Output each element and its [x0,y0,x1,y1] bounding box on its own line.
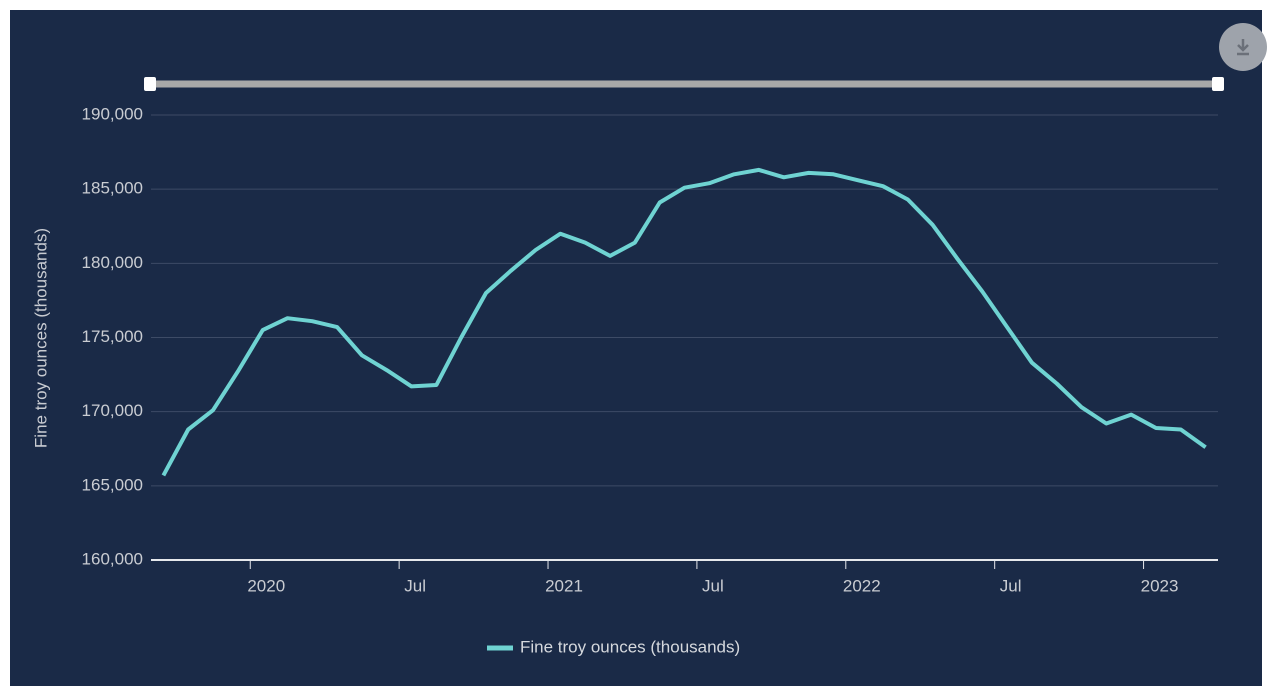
y-tick-label: 165,000 [82,475,143,494]
y-tick-label: 175,000 [82,327,143,346]
y-tick-label: 170,000 [82,401,143,420]
x-tick-label: Jul [702,576,724,595]
y-tick-label: 185,000 [82,179,143,198]
y-tick-label: 160,000 [82,549,143,568]
legend-label: Fine troy ounces (thousands) [520,637,740,656]
data-line [161,167,1207,477]
y-tick-label: 180,000 [82,253,143,272]
x-tick-label: 2023 [1141,576,1179,595]
x-tick-label: 2022 [843,576,881,595]
range-handle[interactable] [1212,77,1224,91]
download-button[interactable] [1219,23,1267,71]
legend-item[interactable]: Fine troy ounces (thousands) [487,637,740,656]
x-tick-label: Jul [1000,576,1022,595]
x-tick-label: 2021 [545,576,583,595]
chart-panel [10,10,1262,686]
x-tick-label: 2020 [247,576,285,595]
y-tick-label: 190,000 [82,104,143,123]
x-tick-label: Jul [404,576,426,595]
y-axis-label: Fine troy ounces (thousands) [31,228,50,448]
range-handle[interactable] [144,77,156,91]
download-icon[interactable] [1237,39,1249,56]
